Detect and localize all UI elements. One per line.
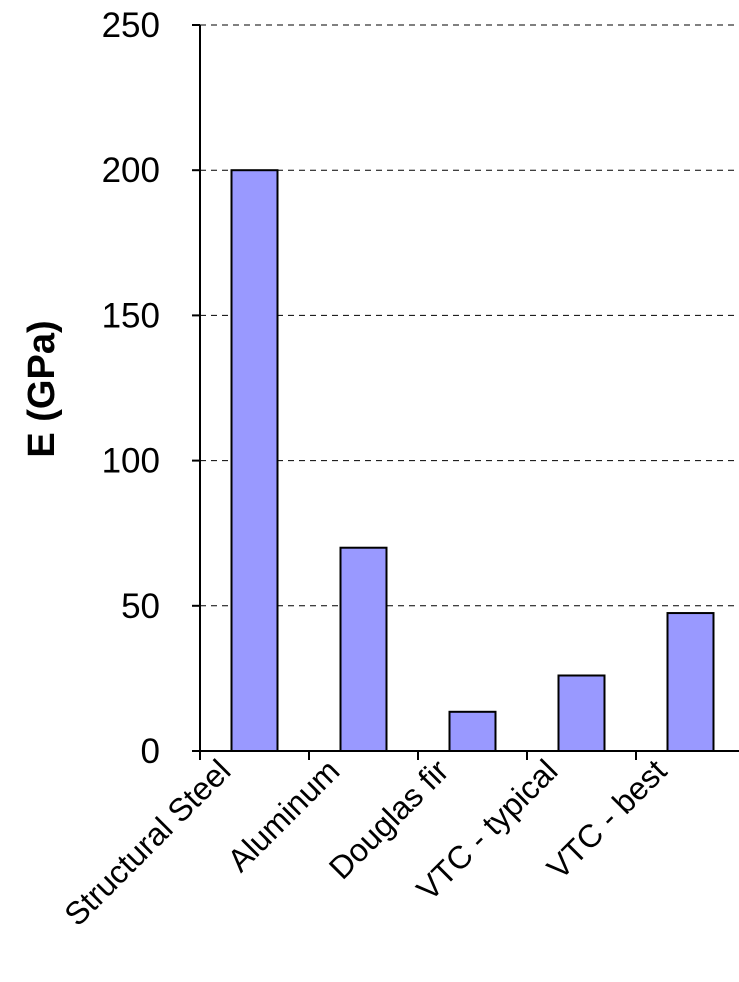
y-tick-label-0: 0: [141, 732, 160, 771]
bars: [230, 169, 715, 753]
axes: [199, 25, 739, 752]
grid-lines: [200, 24, 739, 607]
y-tick-label-100: 100: [102, 442, 160, 481]
y-tick-label-250: 250: [102, 6, 160, 45]
y-tick-label-200: 200: [102, 151, 160, 190]
bar-1: [339, 546, 388, 752]
y-tick-label-150: 150: [102, 296, 160, 335]
bar-3: [557, 674, 606, 752]
y-tick-labels: 0 50 100 150 200 250: [102, 6, 200, 771]
x-category-label-4: VTC - best: [540, 752, 674, 886]
x-tick-marks: [199, 751, 637, 760]
bar-4: [666, 612, 715, 752]
x-category-label-0: Structural Steel: [57, 752, 237, 932]
y-tick-label-50: 50: [121, 587, 160, 626]
bar-0: [230, 169, 279, 752]
bar-2: [448, 710, 497, 753]
y-axis-title: E (GPa): [21, 320, 63, 457]
